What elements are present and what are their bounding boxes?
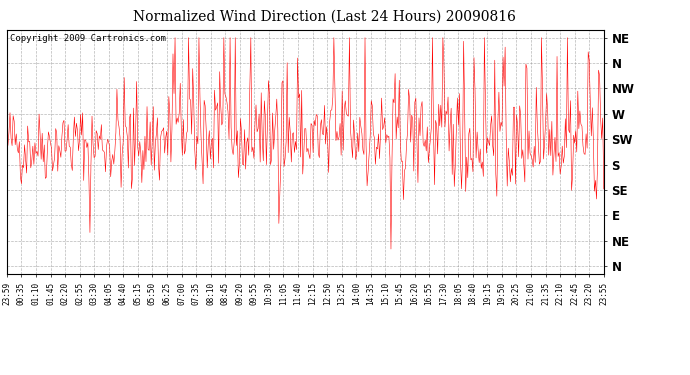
Text: Copyright 2009 Cartronics.com: Copyright 2009 Cartronics.com [10, 34, 166, 43]
Text: Normalized Wind Direction (Last 24 Hours) 20090816: Normalized Wind Direction (Last 24 Hours… [133, 9, 515, 23]
